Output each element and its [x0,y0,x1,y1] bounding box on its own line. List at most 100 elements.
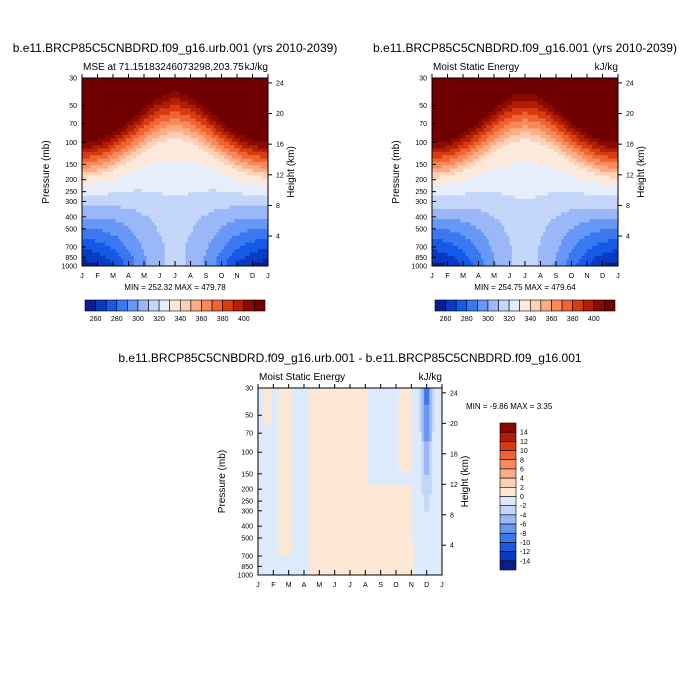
panel1-cell [113,94,116,99]
panel1-cell [195,195,199,200]
panel1-cell [260,212,264,217]
panel1-cell [247,188,251,193]
panel1-cell [237,255,240,260]
panel2-cell [610,84,614,89]
panel1-cell [262,141,266,146]
panel1-cell [216,128,220,133]
panel1-cell [265,104,269,109]
panel1-cell [131,165,135,170]
panel2-cell [589,104,593,109]
panel2-cell [602,98,606,102]
panel1-cell [262,178,266,183]
panel1-cell [125,145,129,149]
panel2-cell [506,98,510,102]
panel2-cell [545,91,549,96]
panel1-cell [100,135,104,139]
panel1-cell [239,114,243,119]
panel1-cell [224,222,228,227]
panel1-cell [123,94,127,99]
panel1-cell [193,135,197,139]
panel1-cell [262,202,266,206]
panel1-cell [193,172,197,176]
panel2-cell [447,98,451,102]
panel1-cell [169,121,173,126]
panel1-cell [169,239,173,243]
panel1-cell [226,182,230,186]
panel1-cell [190,202,194,206]
panel1-cell [193,114,197,119]
panel1-ytick-label: 500 [65,226,77,233]
panel1-cell [172,168,176,173]
panel1-cell [136,215,140,220]
panel2-cell [499,114,503,119]
panel2-cell [599,91,603,96]
panel1-cell [244,94,248,99]
panel1-cell [149,101,153,106]
panel2-cell [599,111,603,116]
panel1-cell [190,101,194,106]
panel1-cell [125,219,129,223]
panel1-cell [226,178,230,183]
panel1-cell [180,155,184,159]
panel1-cell [221,175,225,180]
panel1-cell [107,121,111,126]
panel1-cell [190,245,194,250]
panel1-cell [146,262,150,267]
panel2-cell [509,78,513,82]
panel1-cell [247,249,251,253]
panel1-cell [257,249,261,253]
panel1-cell [97,225,101,230]
panel1-cell [156,212,160,217]
panel1-cell [123,81,127,86]
panel1-cell [203,125,207,129]
panel1-cell [229,202,233,206]
panel1-cell [123,78,127,82]
panel1-cell [180,165,184,170]
panel1-cell [133,192,137,196]
panel1-cell [102,172,106,176]
panel1-cell [87,198,91,203]
panel2-cell [584,81,588,86]
panel1-colorbar-label: 360 [196,316,208,323]
panel1-cell [156,249,160,253]
panel1-cell [131,178,135,183]
panel1-xtick-label: A [188,273,193,280]
panel1-cell [107,88,111,92]
panel1-cell [206,135,209,139]
panel2-cell [568,78,572,82]
panel1-cell [175,135,178,139]
panel2-cell [442,88,446,92]
panel1-colorbar-box [158,299,171,312]
panel1-cell [97,158,101,163]
panel1-cell [218,222,222,227]
panel1-cell [221,121,225,126]
panel1-cell [229,192,233,196]
panel1-cell [133,198,137,203]
panel1-cell [203,141,207,146]
panel1-cell [260,205,264,210]
panel1-cell [84,125,88,129]
panel1-cell [125,158,129,163]
panel1-cell [107,225,111,230]
panel1-cell [247,155,251,159]
panel2-cell [548,98,552,102]
panel1-cell [218,125,222,129]
panel1-cell [234,118,238,123]
panel1-cell [133,125,137,129]
panel1-cell [262,252,266,257]
panel1-cell [125,198,129,203]
panel1-cell [89,88,93,92]
panel2-cell [455,101,459,106]
panel2-cell [599,84,603,89]
panel1-cell [136,141,140,146]
panel2-cell [457,98,461,102]
panel1-cell [177,131,181,136]
panel2-cell [488,111,492,116]
panel1-cell [218,208,222,213]
panel1-cell [242,148,246,153]
panel1-cell [151,252,155,257]
panel1-cell [242,222,246,227]
panel1-cell [97,135,101,139]
panel1-cell [154,94,158,99]
